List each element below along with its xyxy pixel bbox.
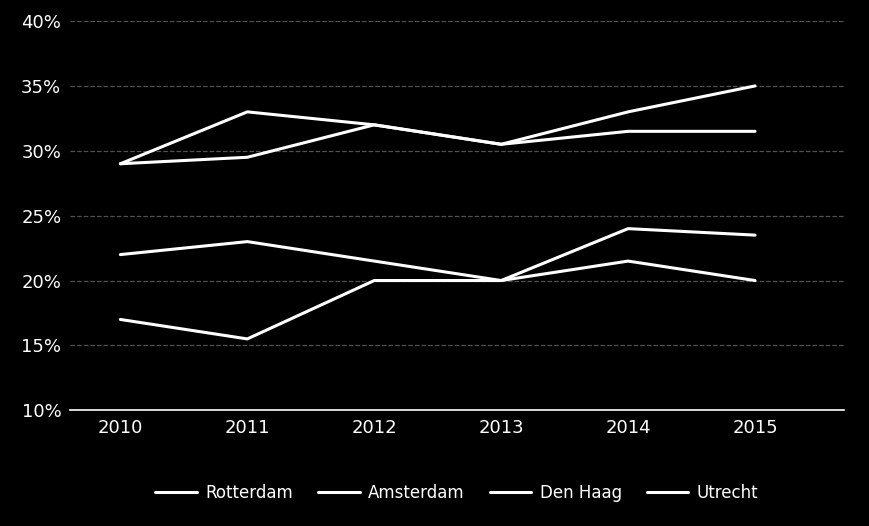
Amsterdam (242, 238, 252, 245)
Den Haag (242, 154, 252, 160)
Amsterdam (622, 226, 633, 232)
Utrecht (622, 109, 633, 115)
Amsterdam (115, 251, 125, 258)
Rotterdam (115, 316, 125, 322)
Utrecht (368, 122, 379, 128)
Line: Amsterdam: Amsterdam (120, 229, 754, 280)
Rotterdam (622, 258, 633, 264)
Den Haag (749, 128, 760, 135)
Rotterdam (749, 277, 760, 284)
Utrecht (749, 83, 760, 89)
Line: Utrecht: Utrecht (120, 86, 754, 164)
Amsterdam (368, 258, 379, 264)
Rotterdam (242, 336, 252, 342)
Line: Den Haag: Den Haag (120, 125, 754, 164)
Rotterdam (368, 277, 379, 284)
Utrecht (115, 160, 125, 167)
Line: Rotterdam: Rotterdam (120, 261, 754, 339)
Rotterdam (495, 277, 506, 284)
Den Haag (622, 128, 633, 135)
Den Haag (115, 160, 125, 167)
Amsterdam (495, 277, 506, 284)
Utrecht (242, 109, 252, 115)
Utrecht (495, 141, 506, 147)
Legend: Rotterdam, Amsterdam, Den Haag, Utrecht: Rotterdam, Amsterdam, Den Haag, Utrecht (149, 477, 764, 508)
Den Haag (495, 141, 506, 147)
Den Haag (368, 122, 379, 128)
Amsterdam (749, 232, 760, 238)
